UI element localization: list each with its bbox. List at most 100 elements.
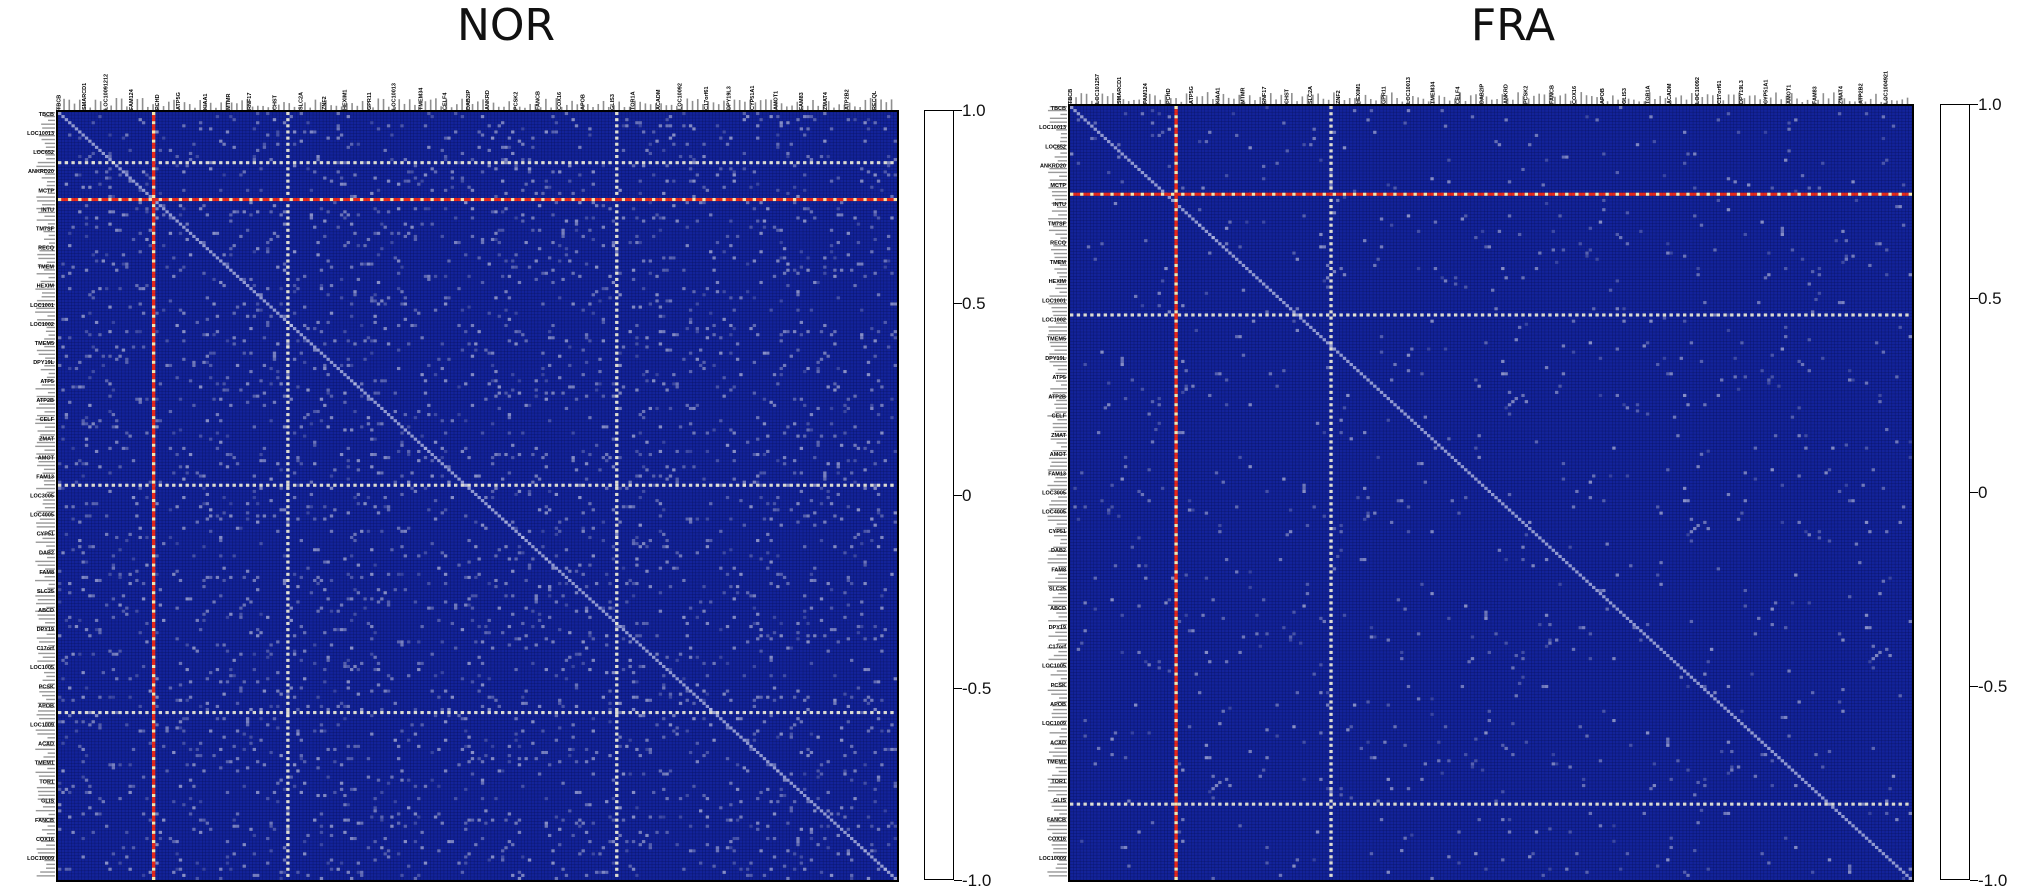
row-label-mark [1049, 179, 1067, 181]
row-label-mark [1047, 778, 1067, 780]
row-label-mark [1059, 813, 1067, 815]
row-label-mark [41, 629, 55, 632]
row-label-mark [36, 510, 55, 513]
row-label-mark [1059, 276, 1067, 278]
column-label-mark [1238, 94, 1240, 106]
colorbar-tick [1970, 686, 1978, 687]
row-label-mark [43, 480, 55, 482]
row-label-mark [47, 752, 55, 754]
row-label-mark [46, 633, 55, 635]
row-label-mark [48, 549, 55, 551]
row-label: LOC1005 [30, 665, 54, 671]
row-label-mark [1060, 720, 1067, 722]
row-label-mark [1049, 732, 1067, 734]
column-label-mark [1812, 101, 1814, 106]
row-label-mark [1049, 507, 1067, 510]
colorbar-tick [1970, 492, 1978, 493]
column-label-mark [660, 103, 662, 112]
row-label-mark [1060, 241, 1067, 243]
row-label-mark [1048, 457, 1067, 460]
row-label-mark [1047, 469, 1067, 471]
row-label-mark [1054, 430, 1067, 433]
column-label-mark [1838, 98, 1840, 106]
row-label-mark [1055, 527, 1067, 529]
column-label-mark [1191, 101, 1193, 106]
column-label: SLC2A [1308, 86, 1314, 104]
row-label-mark [1051, 210, 1067, 212]
row-label-mark [1054, 411, 1067, 413]
column-label-mark [1433, 100, 1435, 106]
colorbar-fra [1940, 104, 1970, 880]
row-label-mark [1048, 218, 1067, 220]
colorbar-tick-label: 0.5 [1978, 289, 2002, 308]
row-labels-fra: TBCB LOC10013 LOC652 ANKRD20 MCTP INTU TM7SF RE… [1014, 104, 1068, 881]
column-label-mark [571, 100, 573, 112]
row-label-mark [1050, 465, 1067, 467]
row-label-mark [46, 844, 55, 846]
column-label: CELF4 [443, 92, 449, 110]
row-label: TMEM1 [35, 761, 54, 767]
column-label-mark [1322, 98, 1325, 106]
column-label-mark [194, 107, 196, 112]
column-label-mark [293, 106, 296, 112]
row-label-mark [36, 441, 55, 444]
column-label: ZNF2 [1336, 90, 1342, 104]
column-label-mark [1790, 93, 1793, 106]
row-label-mark [48, 813, 55, 816]
column-label-mark [162, 106, 165, 112]
column-label-mark [1396, 98, 1398, 106]
row-label-mark [35, 595, 55, 597]
row-label-mark [1057, 419, 1067, 421]
row-label-mark [40, 648, 55, 651]
row-label: HEXIM [37, 284, 55, 290]
row-label-mark [37, 614, 55, 616]
column-label-mark [1106, 96, 1109, 106]
column-label-mark [131, 107, 133, 112]
column-label: ATP2B2 [1859, 83, 1865, 104]
row-label-mark [1053, 245, 1067, 247]
row-label-mark [1051, 249, 1067, 251]
column-label-mark [1885, 96, 1888, 106]
bright-row [1070, 802, 1909, 806]
row-label-mark [43, 468, 55, 471]
row-label: ATP5 [1052, 375, 1066, 381]
row-label-mark [37, 702, 55, 704]
row-label-mark [46, 361, 55, 363]
row-label-mark [1047, 666, 1067, 668]
row-label-mark [36, 602, 55, 605]
row-label-mark [1058, 214, 1067, 216]
row-label-mark [1060, 133, 1067, 135]
row-label-mark [38, 460, 55, 463]
row-label-mark [48, 284, 55, 286]
row-label-mark [44, 215, 55, 217]
column-label: HEXIM1 [1356, 84, 1362, 104]
column-label-mark [445, 99, 448, 112]
column-label-mark [1475, 94, 1477, 106]
row-label-mark [1056, 612, 1067, 614]
column-label-mark [1843, 98, 1846, 106]
row-label-mark [1056, 442, 1067, 444]
column-label: TMEM34 [1430, 81, 1436, 104]
row-label-mark [39, 717, 55, 720]
row-label-mark [35, 579, 55, 582]
column-label-mark [141, 98, 144, 112]
column-label-mark [1622, 97, 1625, 106]
column-label-mark [58, 106, 60, 112]
row-label-mark [1047, 519, 1067, 521]
column-label-mark [717, 104, 720, 112]
row-label-mark [1057, 272, 1067, 274]
column-label-mark [136, 98, 139, 112]
row-label-mark [42, 694, 55, 697]
column-label-mark [387, 106, 390, 112]
row-label-mark [1058, 650, 1067, 653]
row-label-mark [45, 154, 55, 156]
row-label-mark [46, 832, 55, 835]
row-label-mark [47, 342, 55, 344]
row-label-mark [1060, 538, 1067, 541]
row-label-mark [36, 165, 55, 168]
column-label-mark [1575, 99, 1577, 106]
column-label-mark [786, 106, 788, 112]
column-label-mark [262, 105, 264, 112]
row-label-mark [39, 836, 55, 839]
column-label-mark [1391, 92, 1393, 106]
